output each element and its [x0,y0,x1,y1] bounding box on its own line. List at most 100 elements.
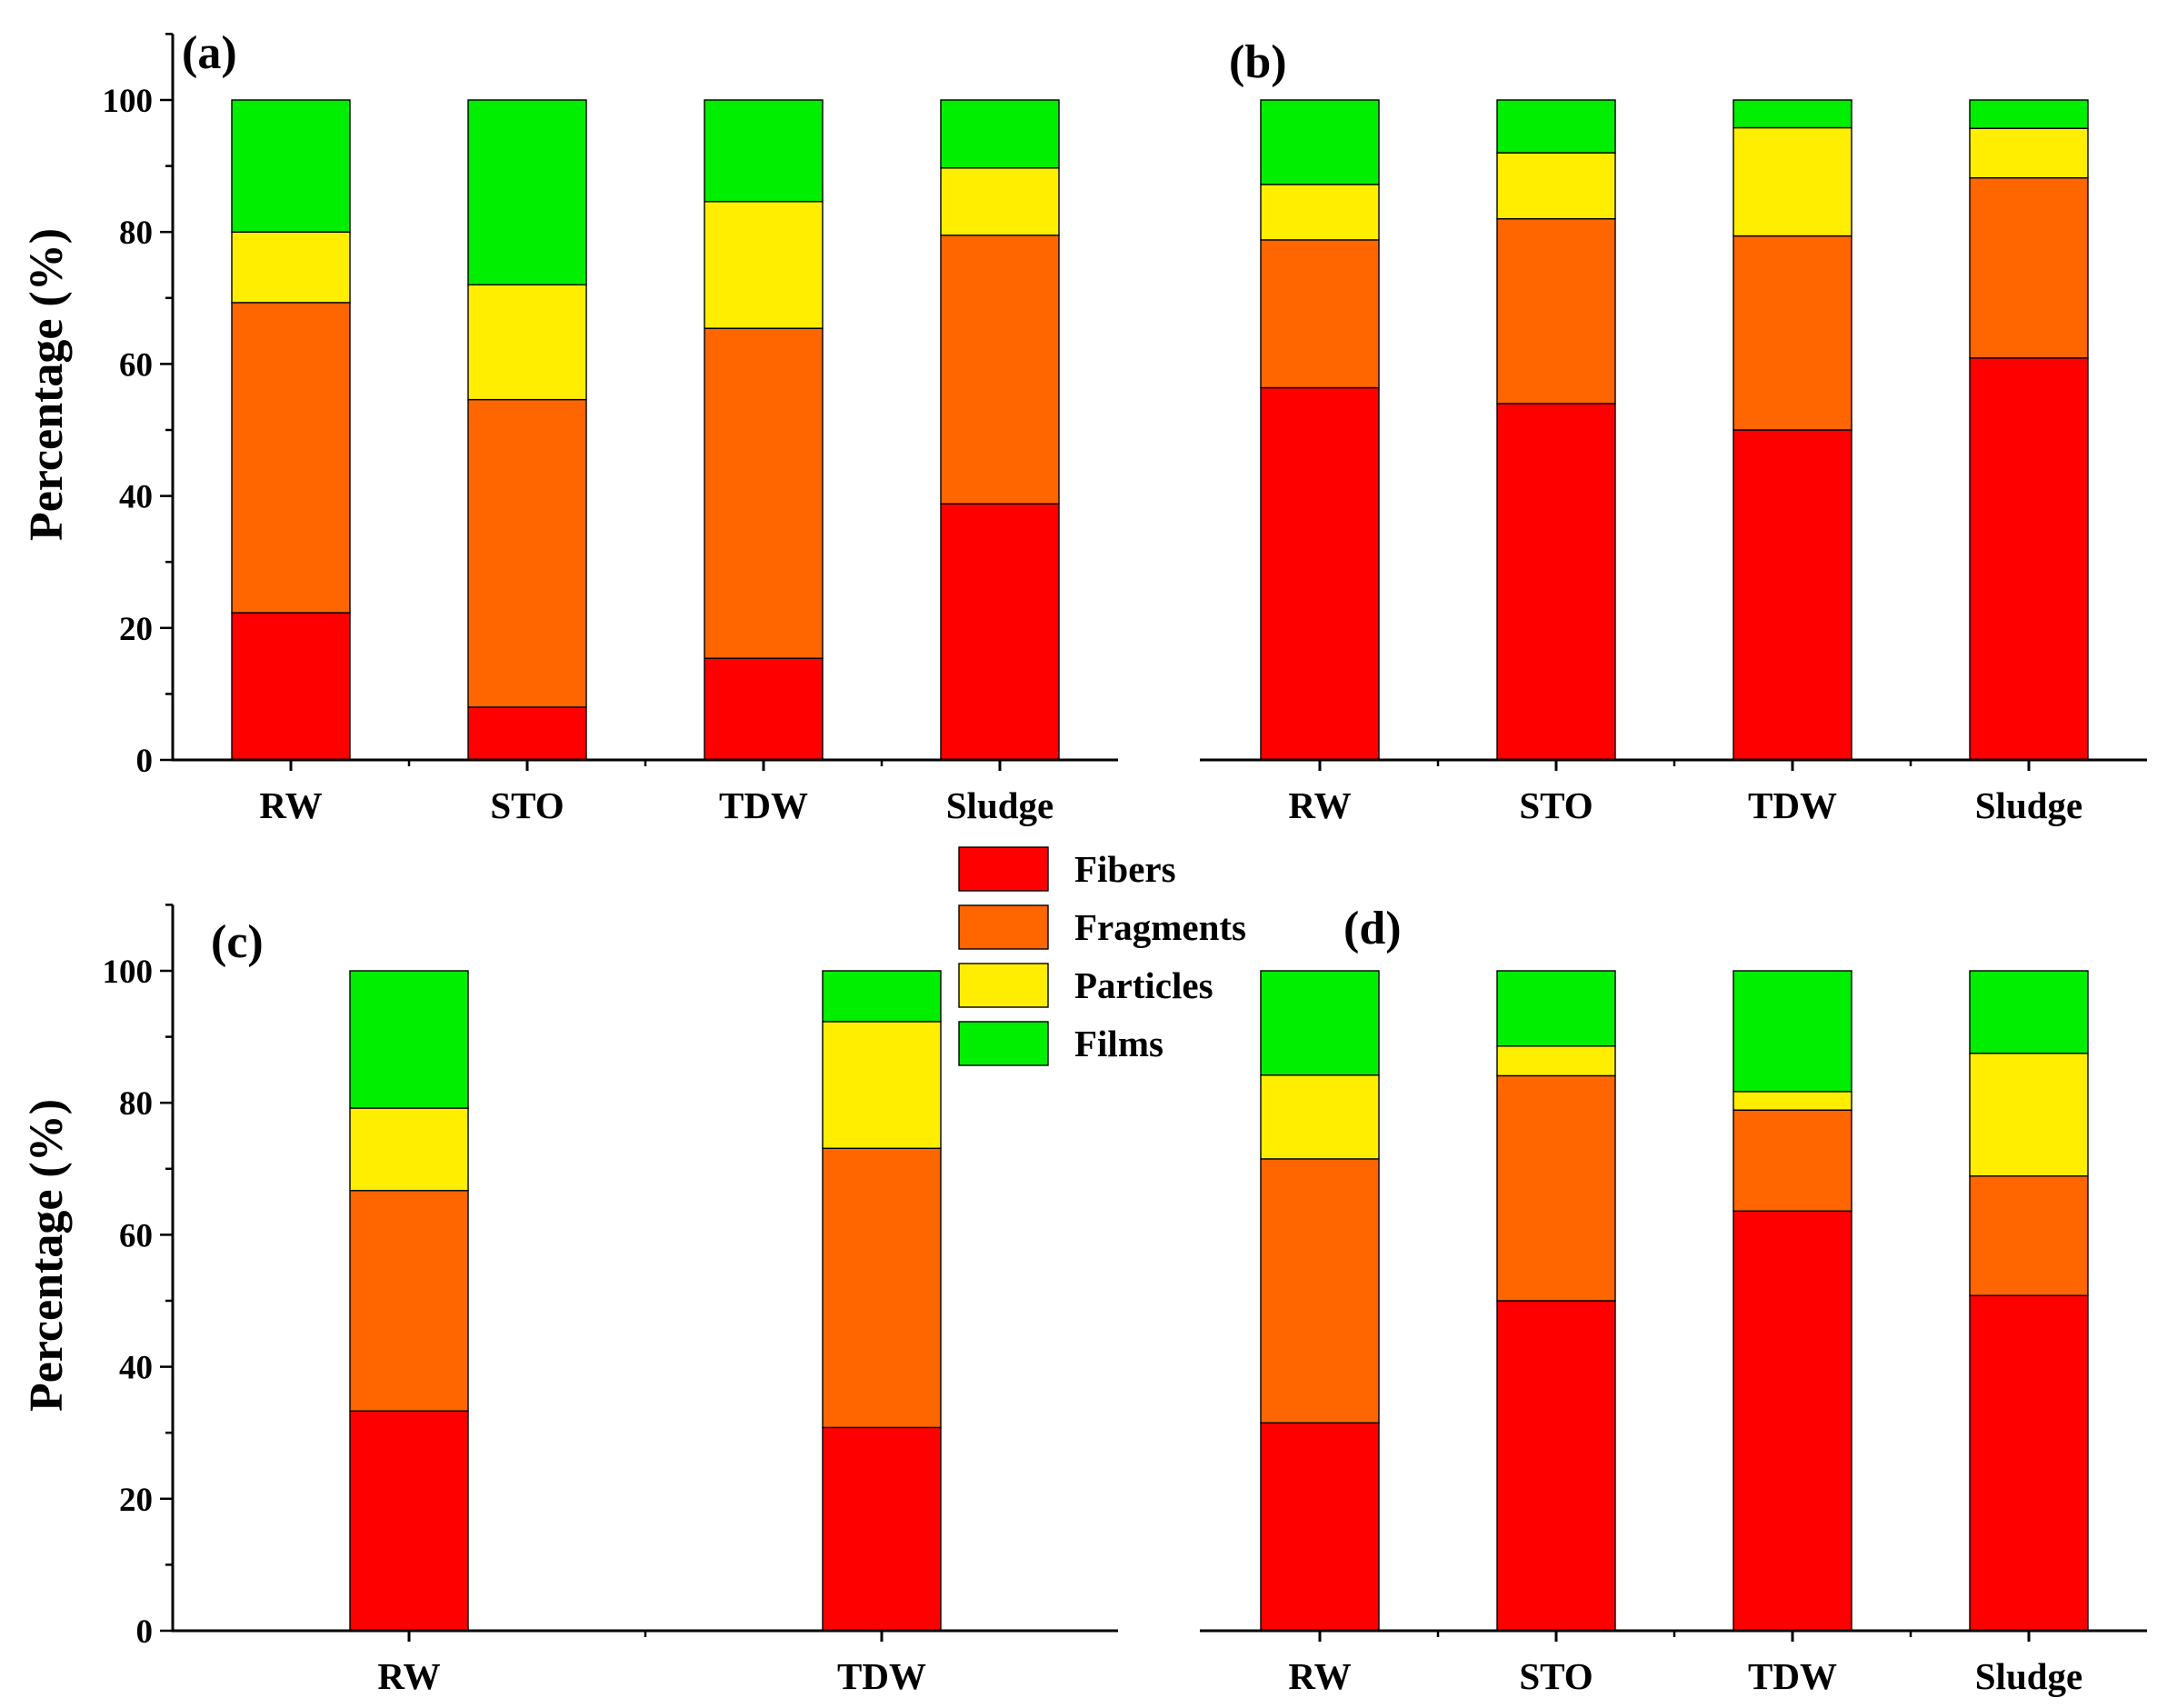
bar-segment-fragments-tdw [1733,235,1852,431]
bar-segment-fibers-rw [1260,1422,1380,1632]
panel-c: RW TDW 0 20 40 60 80 100 Percentage (%) (c) [21,904,1118,1697]
x-tick-label-rw: RW [1288,784,1351,826]
bar-segment-films-tdw [704,99,824,203]
bar-segment-fragments-rw [231,302,351,614]
x-tick-label-tdw: TDW [1748,1655,1837,1697]
y-tick-label: 60 [119,346,153,384]
x-tick-label-sto: STO [490,784,564,826]
bar-segment-fragments-rw [1260,1158,1380,1424]
bar-segment-fibers-sludge [1969,357,2089,761]
y-tick-label: 20 [119,611,153,648]
legend: Fibers Fragments Particles Films [958,846,1246,1066]
legend-label-films: Films [1074,1023,1163,1064]
bar-segment-fibers-tdw [704,657,824,761]
bar-segment-particles-sto [1496,152,1616,220]
y-tick-label: 0 [136,743,154,780]
bar-segment-fibers-sto [467,706,587,761]
x-tick-label-tdw: TDW [1748,784,1837,826]
y-tick-label: 40 [119,479,153,516]
legend-label-fragments: Fragments [1074,906,1246,948]
panel-b: RW STO TDW Sludge (b) [1200,36,2147,826]
x-tick-label-rw: RW [377,1655,440,1697]
bar-segment-films-tdw [1733,970,1852,1093]
bar-segment-films-sludge [1969,970,2089,1054]
bar-segment-fragments-rw [1260,239,1380,389]
bar-segment-particles-rw [349,1107,469,1192]
bar-segment-fibers-sludge [1969,1294,2089,1632]
bar-segment-fibers-tdw [822,1426,942,1632]
bar-segment-films-rw [231,99,351,233]
bar-segment-particles-tdw [1733,126,1852,237]
bar-segment-fragments-sto [1496,217,1616,405]
bar-segment-fibers-sto [1496,403,1616,761]
y-tick-label: 100 [103,83,154,120]
x-tick-label-rw: RW [1288,1655,1351,1697]
y-tick-label: 0 [136,1613,154,1651]
x-tick-label-tdw: TDW [719,784,808,826]
bar-segment-films-sto [467,99,587,285]
bar-segment-films-rw [1260,970,1380,1076]
bar-segment-films-sto [1496,970,1616,1047]
bar-segment-particles-sludge [1969,127,2089,179]
panel-label: (d) [1343,903,1402,954]
panel-label: (c) [211,916,264,968]
bar-segment-films-tdw [822,970,942,1023]
y-tick-label: 20 [119,1482,153,1519]
y-tick-label: 80 [119,1085,153,1123]
y-tick-label: 60 [119,1217,153,1254]
bar-segment-films-tdw [1733,99,1852,129]
bar-segment-particles-rw [1260,1074,1380,1160]
legend-label-fibers: Fibers [1074,848,1176,890]
bar-segment-fragments-tdw [1733,1109,1852,1212]
bar-segment-particles-tdw [822,1021,942,1149]
bar-segment-fragments-tdw [704,327,824,659]
y-tick-label: 40 [119,1350,153,1387]
bar-segment-fibers-tdw [1733,429,1852,761]
bar-segment-particles-sludge [1969,1053,2089,1177]
bar-segment-fibers-rw [1260,386,1380,761]
y-tick-label: 100 [103,954,154,991]
bar-segment-fibers-tdw [1733,1210,1852,1632]
panel-label: (a) [182,27,237,79]
x-tick-label-sto: STO [1519,1655,1593,1697]
bar-segment-films-sludge [1969,99,2089,129]
x-tick-label-sludge: Sludge [1975,784,2083,826]
bar-segment-fibers-rw [349,1410,469,1632]
legend-label-particles: Particles [1074,964,1213,1006]
x-tick-label-sludge: Sludge [946,784,1054,826]
bar-segment-films-sludge [940,99,1060,169]
bar-segment-fragments-sludge [1969,1175,2089,1296]
bar-segment-fragments-tdw [822,1147,942,1429]
bar-segment-fragments-sto [1496,1074,1616,1302]
bar-segment-particles-rw [1260,184,1380,241]
x-tick-label-sto: STO [1519,784,1593,826]
legend-swatch-fragments [958,904,1049,950]
y-tick-label: 80 [119,215,153,252]
x-tick-label-rw: RW [259,784,322,826]
legend-swatch-particles [958,963,1049,1008]
bar-segment-particles-sto [467,284,587,401]
bar-segment-fragments-sludge [940,235,1060,505]
panel-d: RW STO TDW Sludge (d) [1200,903,2147,1697]
bar-segment-films-rw [349,970,469,1109]
bar-segment-films-rw [1260,99,1380,185]
bar-segment-films-sto [1496,99,1616,154]
bar-segment-fibers-sto [1496,1300,1616,1632]
y-axis-title: Percentage (%) [21,1099,73,1412]
bar-segment-particles-sludge [940,167,1060,236]
bar-segment-fragments-sludge [1969,176,2089,359]
bar-segment-fragments-sto [467,398,587,708]
bar-segment-fibers-rw [231,612,351,761]
x-tick-label-tdw: TDW [837,1655,926,1697]
panel-label: (b) [1229,36,1287,88]
bar-segment-particles-sto [1496,1045,1616,1077]
legend-swatch-fibers [958,846,1049,892]
bar-segment-fragments-rw [349,1190,469,1412]
bar-segment-fibers-sludge [940,503,1060,761]
bar-segment-particles-tdw [704,201,824,329]
y-axis-title: Percentage (%) [21,228,73,541]
bar-segment-particles-tdw [1733,1091,1852,1111]
bar-segment-particles-rw [231,231,351,304]
panel-a: RW STO TDW Sludge 0 20 40 60 80 100 Percentage (%)… [21,27,1118,826]
